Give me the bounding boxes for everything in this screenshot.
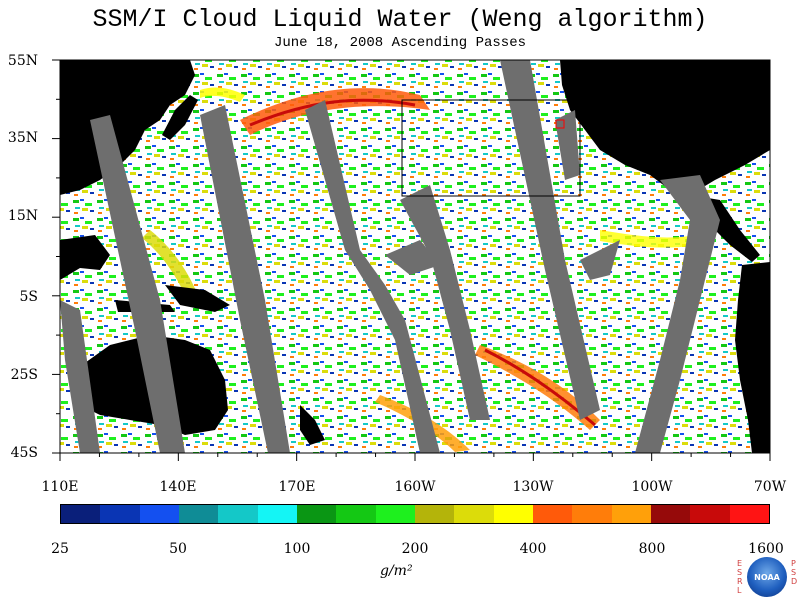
lat-label-45s: 45S [10, 445, 38, 461]
colorbar-tick-50: 50 [169, 541, 187, 557]
land-masses [60, 60, 770, 453]
colorbar [60, 504, 770, 524]
colorbar-cell [375, 505, 415, 523]
lat-label-35n: 35N [7, 130, 38, 146]
colorbar-cell [611, 505, 651, 523]
colorbar-cell [454, 505, 494, 523]
colorbar-cell [336, 505, 376, 523]
inset-region-box [401, 99, 581, 197]
colorbar-cell [493, 505, 533, 523]
lon-label-160w: 160W [394, 479, 436, 495]
colorbar-tick-800: 800 [638, 541, 666, 557]
colorbar-cell [414, 505, 455, 523]
colorbar-cell [218, 505, 258, 523]
swath-gaps [60, 60, 720, 453]
lon-label-130w: 130W [512, 479, 554, 495]
colorbar-cell [178, 505, 219, 523]
lat-label-15n: 15N [7, 208, 38, 224]
lat-label-25s: 25S [10, 367, 38, 383]
colorbar-cell [690, 505, 730, 523]
lat-label-55n: 55N [7, 53, 38, 69]
axis-ticks [52, 59, 771, 461]
colorbar-cell [139, 505, 179, 523]
lon-label-100w: 100W [631, 479, 673, 495]
map-subtitle: June 18, 2008 Ascending Passes [273, 35, 527, 51]
colorbar-cell [532, 505, 573, 523]
colorbar-cell [572, 505, 612, 523]
colorbar-tick-25: 25 [51, 541, 69, 557]
highlight-marker [555, 119, 565, 129]
noaa-logo-icon: NOAA [747, 557, 787, 597]
colorbar-cell [650, 505, 691, 523]
colorbar-cell [61, 505, 101, 523]
colorbar-tick-1600: 1600 [748, 541, 784, 557]
lon-label-140e: 140E [159, 479, 197, 495]
colorbar-tick-100: 100 [283, 541, 311, 557]
lat-label-5s: 5S [19, 289, 39, 305]
colorbar-cell [100, 505, 140, 523]
lon-label-70w: 70W [753, 479, 787, 495]
colorbar-tick-400: 400 [519, 541, 547, 557]
map-title: SSM/I Cloud Liquid Water (Weng algorithm… [92, 5, 708, 34]
noaa-logo-text: NOAA [754, 572, 780, 582]
lon-label-110e: 110E [41, 479, 79, 495]
colorbar-tick-200: 200 [401, 541, 429, 557]
colorbar-cell [296, 505, 337, 523]
colorbar-cell [729, 505, 769, 523]
lon-label-170e: 170E [278, 479, 316, 495]
units-label: g/m² [380, 563, 413, 579]
colorbar-cell [257, 505, 297, 523]
